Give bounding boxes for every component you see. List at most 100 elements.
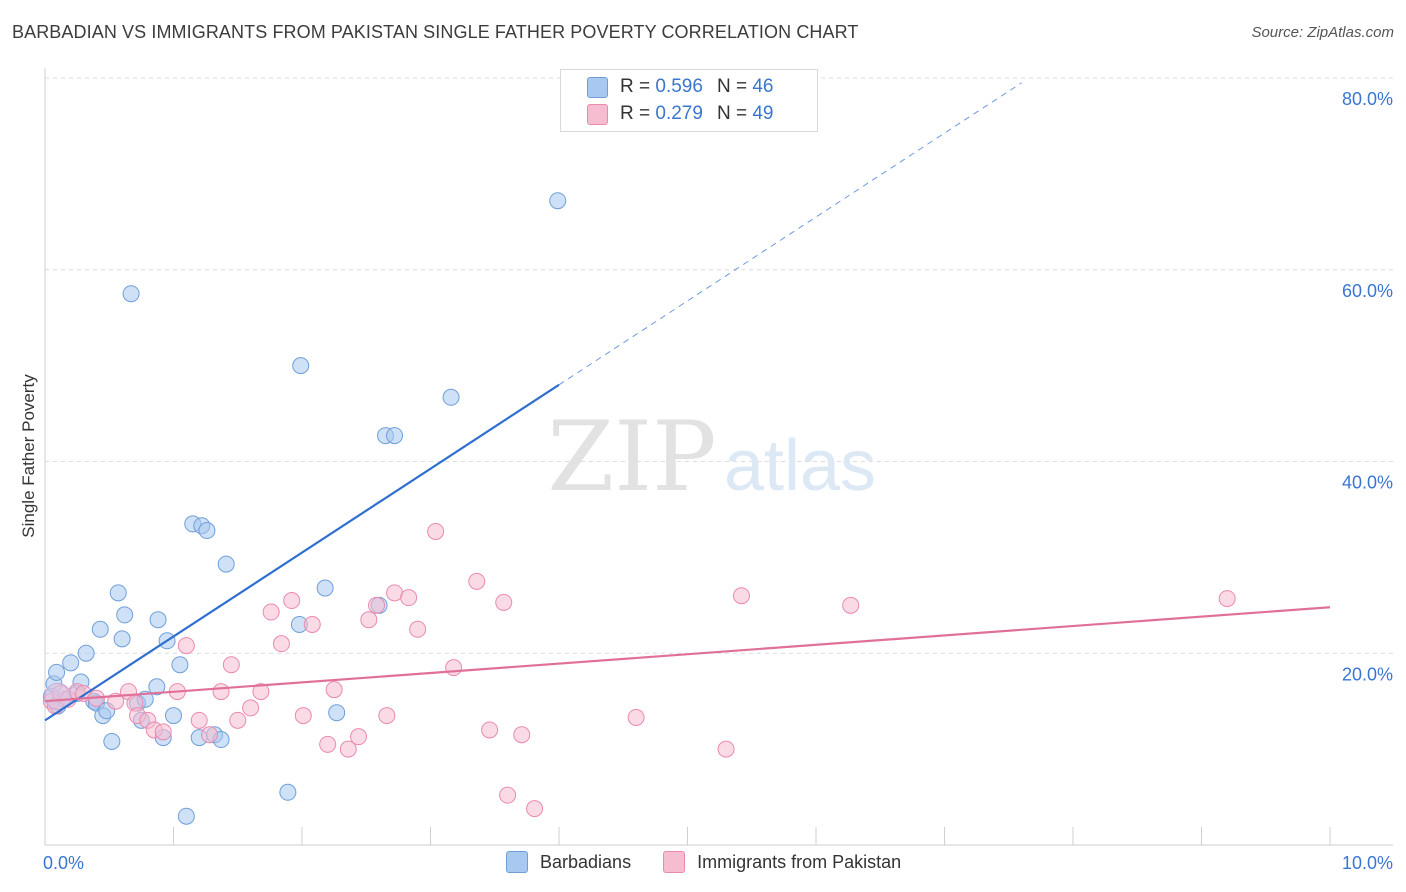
- r-value: 0.279: [655, 103, 703, 124]
- pakistan-trend-line: [44, 606, 1331, 703]
- cluster-point: [44, 682, 72, 710]
- legend-item-barbadians: Barbadians: [506, 851, 631, 873]
- pakistan-point: [378, 707, 396, 725]
- pakistan-point: [303, 615, 321, 633]
- barbadian-point: [109, 584, 127, 602]
- barbadian-point: [91, 620, 109, 638]
- legend-swatch-pink: [663, 851, 686, 873]
- pakistan-point: [154, 723, 172, 741]
- watermark-atlas: atlas: [724, 426, 876, 506]
- pakistan-point: [200, 726, 218, 744]
- watermark: ZIP atlas: [547, 401, 876, 513]
- y-tick-label: 20.0%: [1342, 664, 1393, 684]
- barbadian-point: [328, 704, 346, 722]
- pakistan-point: [339, 740, 357, 758]
- n-value: 46: [752, 76, 774, 97]
- barbadian-point: [148, 678, 166, 696]
- pakistan-point: [212, 683, 230, 701]
- y-axis-label: Single Father Poverty: [19, 374, 38, 538]
- barbadian-point: [103, 732, 121, 750]
- barbadian-point: [217, 555, 235, 573]
- y-tick-label: 40.0%: [1342, 473, 1393, 493]
- barbadian-point: [316, 579, 334, 597]
- barbadian-point: [149, 611, 167, 629]
- chart-title: BARBADIAN VS IMMIGRANTS FROM PAKISTAN SI…: [12, 22, 859, 42]
- pakistan-point: [190, 711, 208, 729]
- x-tick-label: 0.0%: [43, 853, 84, 873]
- barbadian-point: [292, 357, 310, 375]
- barbadian-point: [165, 707, 182, 725]
- legend-label: Immigrants from Pakistan: [697, 851, 902, 872]
- barbadian-point: [442, 388, 460, 406]
- barbadian-point: [198, 522, 216, 540]
- pakistan-point: [400, 589, 418, 607]
- barbadian-point: [48, 663, 66, 681]
- pakistan-point: [468, 572, 486, 590]
- pakistan-point: [360, 611, 378, 629]
- pakistan-point: [319, 735, 337, 753]
- pakistan-point: [499, 786, 517, 804]
- pakistan-point: [386, 584, 404, 602]
- pakistan-point: [325, 681, 343, 699]
- n-label: N =: [716, 76, 748, 97]
- barbadian-point: [171, 656, 189, 674]
- barbadian-point: [122, 285, 140, 303]
- axes: [44, 68, 1393, 846]
- n-label: N =: [716, 103, 748, 124]
- barbadian-trend-line: [44, 383, 560, 722]
- grid: [45, 77, 1393, 654]
- stats-legend: R = 0.596 N = 46 R = 0.279 N = 49: [560, 69, 818, 132]
- barbadian-trend-extension: [558, 82, 1022, 386]
- barbadian-point: [62, 654, 80, 672]
- pakistan-point: [513, 726, 531, 744]
- trend-lines: [44, 82, 1331, 722]
- barbadian-point: [386, 427, 404, 445]
- legend-swatch-pink: [587, 103, 608, 125]
- pakistan-point: [445, 659, 463, 677]
- pakistan-point: [409, 620, 427, 638]
- pakistan-point: [526, 800, 544, 818]
- y-tick-label: 60.0%: [1342, 281, 1393, 301]
- legend-item-pakistan: Immigrants from Pakistan: [663, 851, 901, 873]
- legend-swatch-blue: [506, 851, 528, 873]
- n-value: 49: [752, 103, 774, 124]
- watermark-zip: ZIP: [547, 401, 716, 513]
- legend-label: Barbadians: [540, 851, 632, 872]
- barbadian-point: [177, 807, 195, 825]
- pakistan-point: [229, 711, 247, 729]
- pakistan-point: [350, 728, 368, 746]
- pakistan-point: [717, 740, 735, 758]
- y-tick-label: 80.0%: [1342, 89, 1393, 109]
- pakistan-point: [294, 707, 312, 725]
- r-value: 0.596: [655, 76, 703, 97]
- x-tick-label: 10.0%: [1342, 853, 1393, 873]
- barbadian-point: [77, 644, 95, 662]
- pakistan-point: [177, 637, 195, 655]
- legend-swatch-blue: [587, 76, 608, 98]
- r-label: R =: [620, 76, 651, 97]
- points: [42, 192, 1236, 825]
- r-label: R =: [620, 103, 651, 124]
- pakistan-point: [262, 603, 280, 621]
- pakistan-point: [252, 683, 270, 701]
- pakistan-point: [242, 699, 260, 717]
- barbadian-point: [116, 606, 134, 624]
- pakistan-point: [1218, 590, 1236, 608]
- barbadian-point: [549, 192, 567, 210]
- pakistan-point: [427, 522, 445, 540]
- source-label: Source: ZipAtlas.com: [1251, 24, 1394, 41]
- pakistan-point: [368, 596, 386, 614]
- barbadian-point: [113, 630, 131, 648]
- stats-legend-row-barbadians: R = 0.596 N = 46: [587, 75, 773, 99]
- barbadian-point: [279, 783, 297, 801]
- tick-labels: 80.0% 60.0% 40.0% 20.0% 0.0% 10.0% Single Fath…: [19, 89, 1393, 873]
- pakistan-point: [732, 587, 750, 605]
- pakistan-point: [222, 656, 240, 674]
- pakistan-point: [627, 708, 645, 726]
- pakistan-point: [481, 721, 499, 739]
- pakistan-point: [283, 592, 301, 610]
- stats-legend-row-pakistan: R = 0.279 N = 49: [587, 102, 773, 126]
- pakistan-point: [272, 635, 290, 653]
- series-legend: Barbadians Immigrants from Pakistan: [506, 851, 933, 873]
